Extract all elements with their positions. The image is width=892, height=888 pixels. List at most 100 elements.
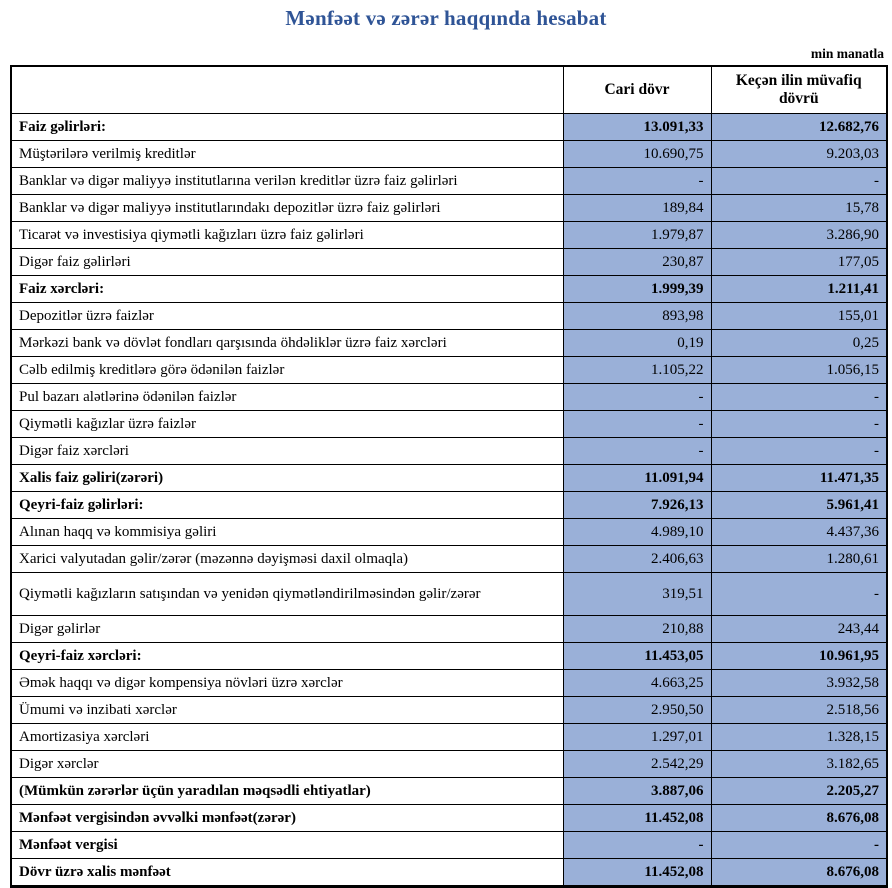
value-current: 893,98 xyxy=(562,302,712,330)
value-current: 11.091,94 xyxy=(562,464,712,492)
table-row: Xalis faiz gəliri(zərəri) 11.091,94 11.471… xyxy=(10,464,888,492)
document-page: Mənfəət və zərər haqqında hesabat min ma… xyxy=(0,6,892,888)
value-previous: - xyxy=(710,167,888,195)
value-current: 2.950,50 xyxy=(562,696,712,724)
table-row: Digər gəlirlər 210,88 243,44 xyxy=(10,615,888,643)
row-label: Qeyri-faiz xərcləri: xyxy=(10,642,564,670)
table-row: Digər faiz xərcləri - - xyxy=(10,437,888,465)
value-previous: 3.932,58 xyxy=(710,669,888,697)
table-row: Əmək haqqı və digər kompensiya növləri ü… xyxy=(10,669,888,697)
value-previous: 12.682,76 xyxy=(710,113,888,141)
row-label: Qiymətli kağızların satışından və yenidə… xyxy=(10,572,564,616)
value-current: 7.926,13 xyxy=(562,491,712,519)
table-row: Mərkəzi bank və dövlət fondları qarşısın… xyxy=(10,329,888,357)
row-label: Digər faiz xərcləri xyxy=(10,437,564,465)
table-row: Banklar və digər maliyyə institutlarına … xyxy=(10,167,888,195)
value-previous: 1.056,15 xyxy=(710,356,888,384)
value-current: 11.452,08 xyxy=(562,858,712,887)
value-previous: 10.961,95 xyxy=(710,642,888,670)
row-label: Banklar və digər maliyyə institutlarına … xyxy=(10,167,564,195)
value-current: - xyxy=(562,437,712,465)
value-current: - xyxy=(562,167,712,195)
row-label: (Mümkün zərərlər üçün yaradılan məqsədli… xyxy=(10,777,564,805)
value-previous: 3.182,65 xyxy=(710,750,888,778)
row-label: Əmək haqqı və digər kompensiya növləri ü… xyxy=(10,669,564,697)
value-previous: 3.286,90 xyxy=(710,221,888,249)
header-label-column xyxy=(10,65,564,114)
value-current: 0,19 xyxy=(562,329,712,357)
value-current: 210,88 xyxy=(562,615,712,643)
value-current: 189,84 xyxy=(562,194,712,222)
value-current: 2.542,29 xyxy=(562,750,712,778)
row-label: Faiz gəlirləri: xyxy=(10,113,564,141)
value-previous: 11.471,35 xyxy=(710,464,888,492)
value-current: - xyxy=(562,383,712,411)
row-label: Qeyri-faiz gəlirləri: xyxy=(10,491,564,519)
row-label: Digər xərclər xyxy=(10,750,564,778)
value-current: 13.091,33 xyxy=(562,113,712,141)
row-label: Amortizasiya xərcləri xyxy=(10,723,564,751)
value-current: 1.297,01 xyxy=(562,723,712,751)
value-previous: - xyxy=(710,572,888,616)
value-previous: 2.205,27 xyxy=(710,777,888,805)
value-current: 230,87 xyxy=(562,248,712,276)
table-row: Mənfəət vergisi - - xyxy=(10,831,888,859)
header-row: Cari dövr Keçən ilin müvafiq dövrü xyxy=(10,65,888,114)
table-row: Faiz gəlirləri: 13.091,33 12.682,76 xyxy=(10,113,888,141)
row-label: Banklar və digər maliyyə institutlarında… xyxy=(10,194,564,222)
header-previous-period: Keçən ilin müvafiq dövrü xyxy=(710,65,888,114)
value-previous: 0,25 xyxy=(710,329,888,357)
table-row: Qeyri-faiz xərcləri: 11.453,05 10.961,95 xyxy=(10,642,888,670)
value-previous: - xyxy=(710,383,888,411)
value-current: - xyxy=(562,410,712,438)
table-row: Faiz xərcləri: 1.999,39 1.211,41 xyxy=(10,275,888,303)
value-previous: 155,01 xyxy=(710,302,888,330)
value-previous: 1.211,41 xyxy=(710,275,888,303)
value-previous: - xyxy=(710,437,888,465)
value-current: - xyxy=(562,831,712,859)
table-row: Depozitlər üzrə faizlər 893,98 155,01 xyxy=(10,302,888,330)
table-header: Cari dövr Keçən ilin müvafiq dövrü xyxy=(10,65,888,114)
value-previous: 9.203,03 xyxy=(710,140,888,168)
row-label: Ticarət və investisiya qiymətli kağızlar… xyxy=(10,221,564,249)
table-row: Qeyri-faiz gəlirləri: 7.926,13 5.961,41 xyxy=(10,491,888,519)
row-label: Xarici valyutadan gəlir/zərər (məzənnə d… xyxy=(10,545,564,573)
value-current: 11.452,08 xyxy=(562,804,712,832)
value-current: 1.105,22 xyxy=(562,356,712,384)
row-label: Pul bazarı alətlərinə ödənilən faizlər xyxy=(10,383,564,411)
value-previous: 15,78 xyxy=(710,194,888,222)
value-current: 4.989,10 xyxy=(562,518,712,546)
value-previous: 8.676,08 xyxy=(710,804,888,832)
profit-loss-table: Cari dövr Keçən ilin müvafiq dövrü Faiz … xyxy=(10,65,888,888)
row-label: Depozitlər üzrə faizlər xyxy=(10,302,564,330)
value-previous: 4.437,36 xyxy=(710,518,888,546)
row-label: Qiymətli kağızlar üzrə faizlər xyxy=(10,410,564,438)
value-previous: 243,44 xyxy=(710,615,888,643)
row-label: Xalis faiz gəliri(zərəri) xyxy=(10,464,564,492)
row-label: Dövr üzrə xalis mənfəət xyxy=(10,858,564,887)
row-label: Mərkəzi bank və dövlət fondları qarşısın… xyxy=(10,329,564,357)
value-previous: 5.961,41 xyxy=(710,491,888,519)
row-label: Müştərilərə verilmiş kreditlər xyxy=(10,140,564,168)
unit-note: min manatla xyxy=(810,46,884,61)
row-label: Cəlb edilmiş kreditlərə görə ödənilən fa… xyxy=(10,356,564,384)
header-current-period: Cari dövr xyxy=(562,65,712,114)
table-row: Amortizasiya xərcləri 1.297,01 1.328,15 xyxy=(10,723,888,751)
value-current: 319,51 xyxy=(562,572,712,616)
value-current: 4.663,25 xyxy=(562,669,712,697)
value-previous: 1.328,15 xyxy=(710,723,888,751)
table-row: Mənfəət vergisindən əvvəlki mənfəət(zərə… xyxy=(10,804,888,832)
value-previous: 177,05 xyxy=(710,248,888,276)
table-row: (Mümkün zərərlər üçün yaradılan məqsədli… xyxy=(10,777,888,805)
table-row: Qiymətli kağızların satışından və yenidə… xyxy=(10,572,888,616)
table-row: Pul bazarı alətlərinə ödənilən faizlər - - xyxy=(10,383,888,411)
value-current: 10.690,75 xyxy=(562,140,712,168)
table-row: Banklar və digər maliyyə institutlarında… xyxy=(10,194,888,222)
value-previous: 1.280,61 xyxy=(710,545,888,573)
row-label: Faiz xərcləri: xyxy=(10,275,564,303)
row-label: Alınan haqq və kommisiya gəliri xyxy=(10,518,564,546)
value-current: 3.887,06 xyxy=(562,777,712,805)
table-row: Cəlb edilmiş kreditlərə görə ödənilən fa… xyxy=(10,356,888,384)
table-row: Digər faiz gəlirləri 230,87 177,05 xyxy=(10,248,888,276)
table-body: Faiz gəlirləri: 13.091,33 12.682,76 Müştəri… xyxy=(10,113,888,887)
